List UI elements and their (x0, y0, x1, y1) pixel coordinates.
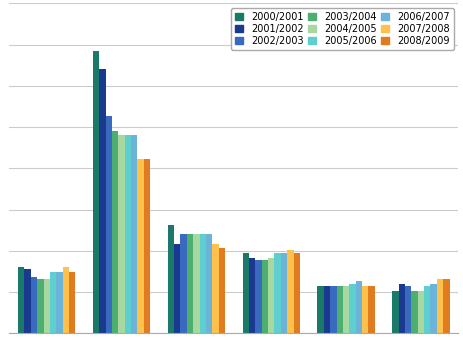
Bar (356, 282, 362, 333)
Bar (437, 278, 443, 333)
Bar (138, 159, 144, 333)
Bar (431, 284, 437, 333)
Bar (144, 159, 150, 333)
Bar (63, 267, 69, 333)
Bar (424, 286, 431, 333)
Bar (405, 286, 412, 333)
Bar (324, 286, 330, 333)
Bar (25, 269, 31, 333)
Bar (249, 258, 255, 333)
Bar (174, 244, 181, 333)
Bar (37, 278, 44, 333)
Bar (443, 278, 450, 333)
Bar (268, 258, 275, 333)
Bar (330, 286, 337, 333)
Bar (243, 253, 249, 333)
Bar (294, 253, 300, 333)
Bar (349, 284, 356, 333)
Bar (418, 291, 424, 333)
Legend: 2000/2001, 2001/2002, 2002/2003, 2003/2004, 2004/2005, 2005/2006, 2006/2007, 200: 2000/2001, 2001/2002, 2002/2003, 2003/20… (232, 8, 454, 50)
Bar (369, 286, 375, 333)
Bar (318, 286, 324, 333)
Bar (362, 286, 369, 333)
Bar (343, 286, 349, 333)
Bar (287, 250, 294, 333)
Bar (93, 51, 99, 333)
Bar (206, 234, 213, 333)
Bar (50, 272, 56, 333)
Bar (106, 117, 112, 333)
Bar (125, 135, 131, 333)
Bar (255, 260, 262, 333)
Bar (200, 234, 206, 333)
Bar (69, 272, 75, 333)
Bar (31, 277, 37, 333)
Bar (262, 260, 268, 333)
Bar (181, 234, 187, 333)
Bar (412, 291, 418, 333)
Bar (392, 291, 399, 333)
Bar (56, 272, 63, 333)
Bar (99, 69, 106, 333)
Bar (399, 284, 405, 333)
Bar (187, 234, 193, 333)
Bar (193, 234, 200, 333)
Bar (44, 278, 50, 333)
Bar (168, 225, 174, 333)
Bar (281, 253, 287, 333)
Bar (219, 249, 225, 333)
Bar (112, 131, 119, 333)
Bar (275, 253, 281, 333)
Bar (119, 135, 125, 333)
Bar (213, 244, 219, 333)
Bar (337, 286, 343, 333)
Bar (18, 267, 25, 333)
Bar (131, 135, 138, 333)
